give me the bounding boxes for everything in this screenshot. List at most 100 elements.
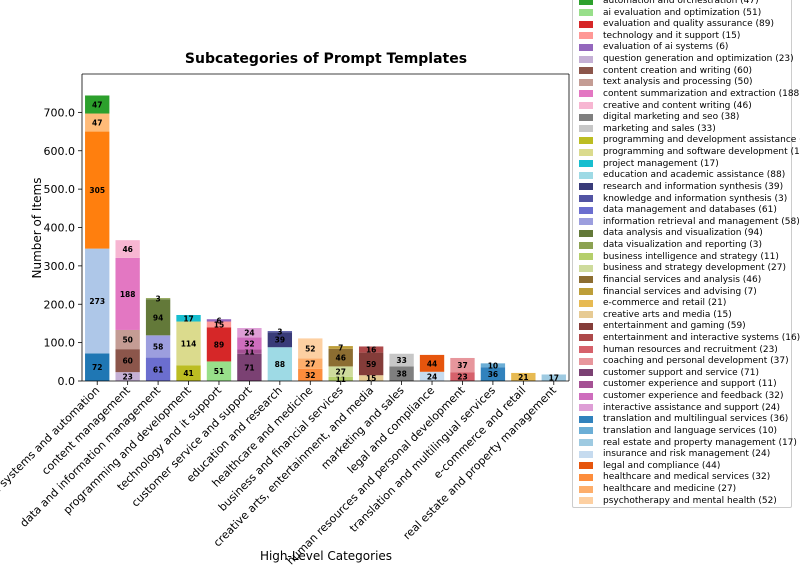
bar-segment [85,95,110,114]
legend-item: customer support and service (71) [579,367,759,379]
legend-item: evaluation and quality assurance (89) [579,18,774,30]
bar-value-label: 46 [336,354,346,363]
bar-segment [450,372,475,381]
bar-segment [206,319,232,322]
legend-item: data management and databases (61) [579,204,777,216]
bar-value-label: 44 [427,359,437,368]
bar-segment [328,366,353,377]
legend-swatch [579,264,593,272]
bar-segment [145,357,171,381]
bar-value-label: 72 [92,363,102,372]
legend-item: business intelligence and strategy (11) [579,251,779,263]
bar-segment [389,366,414,381]
legend-item: financial services and analysis (46) [579,274,761,286]
bar-value-label: 50 [122,336,132,345]
legend-item: entertainment and interactive systems (1… [579,332,800,344]
legend-label: translation and language services (10) [603,425,778,436]
bar-segment [115,257,140,330]
bar-segment [267,347,293,381]
legend-swatch [579,485,593,493]
bar-value-label: 33 [396,356,406,365]
bar-value-label: 17 [183,314,193,323]
bar-value-label: 305 [89,186,105,195]
legend-label: education and academic assistance (88) [603,170,786,181]
bar-segment [298,358,323,369]
legend-label: data management and databases (61) [603,205,777,216]
bar-segment [511,372,536,381]
bar-value-label: 6 [216,316,221,325]
bar-value-label: 3 [277,328,282,337]
legend-label: business intelligence and strategy (11) [603,251,779,262]
legend-label: research and information synthesis (39) [603,181,784,192]
legend-swatch [579,32,593,40]
bar-segment [267,332,293,348]
bar-value-label: 89 [214,340,224,349]
bar-value-label: 114 [181,339,197,348]
legend-swatch [579,276,593,284]
legend-item: translation and language services (10) [579,425,777,437]
bar-segment [237,349,262,354]
legend-item: real estate and property management (17) [579,437,797,449]
legend-swatch [579,357,593,365]
legend-swatch [579,43,593,51]
bar-value-label: 11 [336,375,346,384]
legend-item: education and academic assistance (88) [579,169,785,181]
legend-label: content summarization and extraction (18… [603,88,800,99]
legend-swatch [579,497,593,505]
bar-value-label: 23 [457,373,467,382]
legend-swatch [579,195,593,203]
legend-label: real estate and property management (17) [603,437,797,448]
legend-item: human resources and recruitment (23) [579,344,778,356]
legend-swatch [579,288,593,295]
legend-label: financial services and advising (7) [603,286,757,297]
bar-segment [115,240,140,258]
y-tick-label: 700.0 [44,106,76,119]
y-tick-label: 500.0 [44,183,76,196]
bar-value-label: 46 [122,245,132,254]
bar-segment [115,349,140,373]
legend-item: project management (17) [579,158,719,170]
y-tick-label: 100.0 [44,337,76,350]
legend-item: e-commerce and retail (21) [579,297,726,309]
bar-segment [176,365,201,381]
bar-segment [328,346,353,349]
legend-label: data visualization and reporting (3) [603,240,763,251]
bar-value-label: 10 [488,361,498,370]
legend-label: business and strategy development (27) [603,263,786,274]
legend-label: healthcare and medicine (27) [603,484,737,495]
legend-label: customer experience and feedback (32) [603,391,784,402]
legend-item: research and information synthesis (39) [579,181,783,193]
legend-label: digital marketing and seo (38) [603,112,740,123]
legend-item: ai evaluation and optimization (51) [579,7,761,19]
bar-value-label: 24 [427,372,437,381]
bar-value-label: 23 [122,373,132,382]
bar-segment [176,321,201,366]
legend-item: data analysis and visualization (94) [579,227,763,239]
legend-item: content summarization and extraction (18… [579,88,800,100]
bar-value-label: 71 [244,363,254,372]
bar-value-label: 32 [244,339,254,348]
y-tick-label: 200.0 [44,298,76,311]
plot-area: 0.0100.0200.0300.0400.0500.0600.0700.072… [0,73,570,567]
legend-swatch [579,427,593,435]
bar-value-label: 15 [214,320,224,329]
bar-value-label: 88 [275,360,285,369]
legend-swatch [579,102,593,110]
legend-item: coaching and personal development (37) [579,355,789,367]
legend-item: technology and it support (15) [579,30,740,42]
bar-value-label: 7 [338,343,343,352]
legend-label: content creation and writing (60) [603,65,753,76]
legend-swatch [579,415,593,423]
legend-swatch [579,160,593,168]
bar-segment [85,353,110,381]
bar-segment [298,338,323,359]
legend-label: creative arts and media (15) [603,309,732,320]
legend-item: digital marketing and seo (38) [579,111,739,123]
legend-label: marketing and sales (33) [603,123,716,134]
legend-label: interactive assistance and support (24) [603,402,781,413]
legend-item: text analysis and processing (50) [579,76,753,88]
bar-value-label: 61 [153,365,163,374]
y-tick-label: 600.0 [44,145,76,158]
bar-segment [480,363,506,368]
